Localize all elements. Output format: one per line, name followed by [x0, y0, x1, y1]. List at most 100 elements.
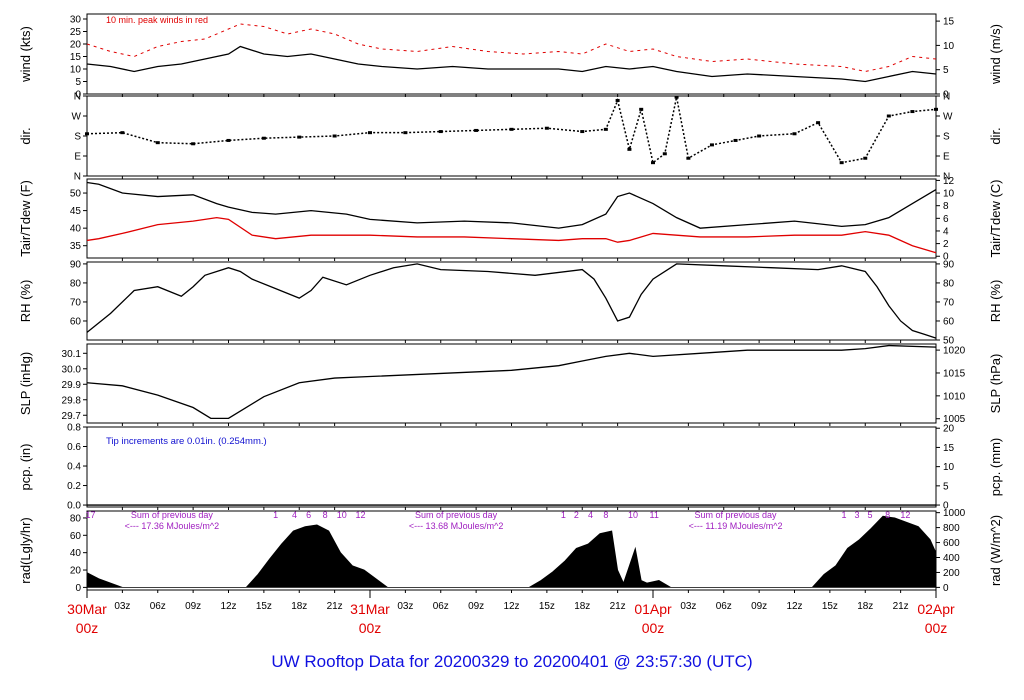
- x-hour-label: 03z: [397, 601, 413, 612]
- rh-ytick-label: 70: [70, 297, 82, 308]
- slp-right-ytick-label: 1015: [943, 368, 966, 379]
- wind-right-ytick-label: 10: [943, 41, 955, 52]
- dir-right-ytick-label: S: [943, 132, 950, 143]
- wind-right-ytick-label: 0: [943, 90, 949, 101]
- x-day-time-label: 00z: [925, 620, 948, 636]
- dir-point: [816, 121, 821, 125]
- x-hour-label: 21z: [610, 601, 626, 612]
- x-hour-label: 06z: [716, 601, 732, 612]
- x-hour-label: 12z: [786, 601, 802, 612]
- slp-ytick-label: 29.9: [62, 380, 82, 391]
- rad-hour-label: 10: [628, 510, 638, 520]
- dir-ytick-label: N: [74, 172, 81, 183]
- wind-ytick-label: 0: [75, 90, 81, 101]
- slp-ylabel: SLP (inHg): [18, 352, 33, 415]
- rad-right-ytick-label: 1000: [943, 508, 966, 519]
- x-hour-label: 18z: [574, 601, 590, 612]
- x-hour-label: 06z: [150, 601, 166, 612]
- slp-ylabel-right: SLP (hPa): [988, 354, 1003, 414]
- dir-point: [509, 127, 514, 131]
- rh-ylabel-right: RH (%): [988, 280, 1003, 323]
- x-day-time-label: 00z: [359, 620, 382, 636]
- wind-ylabel: wind (kts): [18, 26, 33, 83]
- temp-ytick-label: 40: [70, 224, 82, 235]
- x-hour-label: 09z: [185, 601, 201, 612]
- x-day-time-label: 00z: [642, 620, 665, 636]
- x-day-time-label: 00z: [76, 620, 99, 636]
- x-hour-label: 15z: [539, 601, 555, 612]
- pcp-right-ytick-label: 20: [943, 424, 955, 435]
- rad-hour-label: 1: [561, 510, 566, 520]
- x-hour-label: 09z: [751, 601, 767, 612]
- temp-ytick-label: 35: [70, 241, 82, 252]
- x-hour-label: 21z: [893, 601, 909, 612]
- dir-right-ytick-label: E: [943, 152, 950, 163]
- rad-daily-sum-title: Sum of previous day: [131, 510, 214, 520]
- temp-ylabel: Tair/Tdew (F): [18, 180, 33, 257]
- x-day-label: 02Apr: [917, 601, 955, 617]
- temp-right-ytick-label: 6: [943, 214, 949, 225]
- x-hour-label: 18z: [857, 601, 873, 612]
- rad-hour-label: 1: [273, 510, 278, 520]
- temp-ytick-label: 50: [70, 189, 82, 200]
- chart-title: UW Rooftop Data for 20200329 to 20200401…: [271, 652, 752, 671]
- slp-series-slp: [86, 344, 937, 420]
- rh-ytick-label: 60: [70, 316, 82, 327]
- wind-ytick-label: 10: [70, 65, 82, 76]
- temp-series-tdew: [86, 216, 937, 254]
- pcp-right-ytick-label: 10: [943, 462, 955, 473]
- rad-hour-label: 17: [86, 510, 96, 520]
- x-hour-label: 21z: [327, 601, 343, 612]
- dir-point: [627, 147, 632, 151]
- wind-ytick-label: 25: [70, 27, 82, 38]
- dir-ytick-label: S: [74, 132, 81, 143]
- x-hour-label: 06z: [433, 601, 449, 612]
- rad-hour-label: 8: [603, 510, 608, 520]
- dir-point: [674, 95, 679, 99]
- pcp-ytick-label: 0.0: [67, 501, 81, 512]
- wind-right-ytick-label: 5: [943, 65, 949, 76]
- rad-ylabel-right: rad (W/m^2): [988, 515, 1003, 586]
- rad-right-ytick-label: 800: [943, 523, 960, 534]
- slp-panel-frame: [86, 343, 937, 424]
- slp-ytick-label: 29.8: [62, 395, 82, 406]
- pcp-ytick-label: 0.6: [67, 442, 81, 453]
- rh-right-ytick-label: 80: [943, 278, 955, 289]
- slp-ytick-label: 29.7: [62, 411, 82, 422]
- rad-right-ytick-label: 200: [943, 568, 960, 579]
- x-day-label: 30Mar: [67, 601, 107, 617]
- x-hour-label: 03z: [680, 601, 696, 612]
- temp-right-ytick-label: 8: [943, 201, 949, 212]
- temp-right-ytick-label: 0: [943, 252, 949, 263]
- rad-daily-sum-value: <--- 13.68 MJoules/m^2: [409, 521, 504, 531]
- rad-hour-label: 12: [900, 510, 910, 520]
- slp-ytick-label: 30.0: [62, 364, 82, 375]
- x-day-label: 01Apr: [634, 601, 672, 617]
- rad-hour-label: 11: [650, 510, 659, 520]
- rh-ylabel: RH (%): [18, 280, 33, 323]
- wind-panel-frame: [86, 13, 937, 95]
- rad-right-ytick-label: 0: [943, 583, 949, 594]
- temp-ytick-label: 45: [70, 206, 82, 217]
- dir-panel-frame: [86, 95, 937, 177]
- x-hour-label: 12z: [220, 601, 236, 612]
- wind-right-ytick-label: 15: [943, 17, 955, 28]
- dir-ytick-label: W: [72, 112, 82, 123]
- x-day-label: 31Mar: [350, 601, 390, 617]
- rh-series-rh: [86, 263, 937, 339]
- rad-hour-label: 8: [323, 510, 328, 520]
- wind-ytick-label: 15: [70, 52, 82, 63]
- x-hour-label: 03z: [114, 601, 130, 612]
- rad-ytick-label: 40: [70, 548, 82, 559]
- dir-right-ytick-label: N: [943, 172, 950, 183]
- dir-point: [651, 161, 655, 165]
- pcp-right-ytick-label: 15: [943, 443, 955, 454]
- rh-right-ytick-label: 50: [943, 336, 955, 347]
- rad-ylabel: rad(Lgly/hr): [18, 517, 33, 583]
- dir-point: [226, 138, 231, 142]
- rad-daily-sum-title: Sum of previous day: [415, 510, 498, 520]
- pcp-ylabel: pcp. (in): [18, 444, 33, 491]
- dir-right-ytick-label: N: [943, 92, 950, 103]
- wind-ytick-label: 30: [70, 15, 82, 26]
